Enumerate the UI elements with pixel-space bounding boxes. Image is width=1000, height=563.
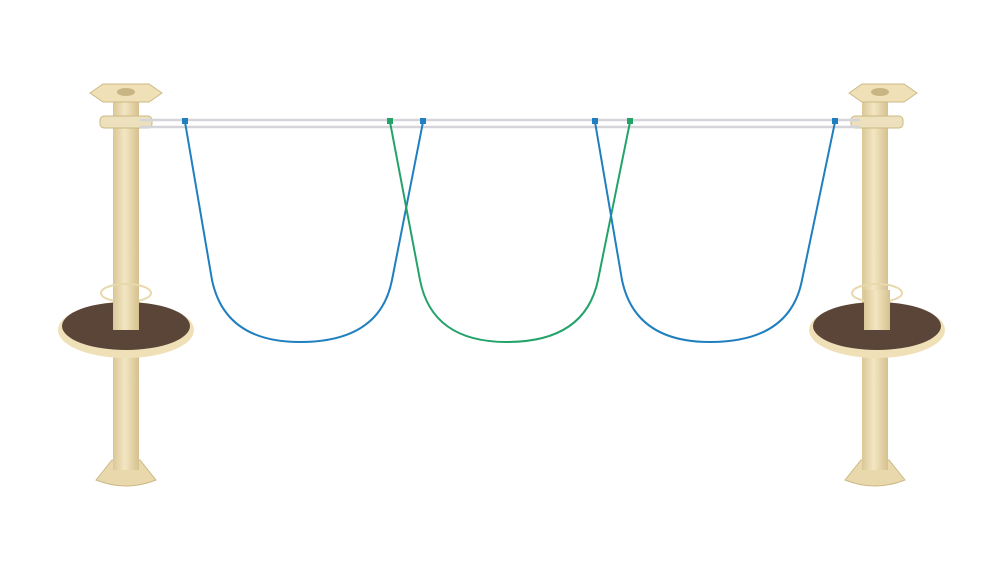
rope-green-middle [389, 121, 631, 344]
left-base-plate [95, 459, 157, 487]
hook-icon [387, 118, 393, 124]
rope-hooks [182, 118, 838, 124]
left-clamp [99, 115, 153, 129]
rope-blue-left [184, 121, 424, 344]
hook-icon [832, 118, 838, 124]
left-post-shaft [113, 90, 139, 470]
right-clamp [850, 115, 904, 129]
hook-icon [420, 118, 426, 124]
left-top-hole [117, 88, 135, 96]
right-top-hole [871, 88, 889, 96]
right-post-shaft [862, 90, 888, 470]
left-post [58, 83, 194, 487]
hook-icon [592, 118, 598, 124]
right-base-plate [844, 459, 906, 487]
right-post-upper [864, 290, 890, 330]
right-post [809, 83, 945, 487]
rope-blue-right [594, 121, 836, 344]
hook-icon [627, 118, 633, 124]
hook-icon [182, 118, 188, 124]
left-post-upper [113, 290, 139, 330]
